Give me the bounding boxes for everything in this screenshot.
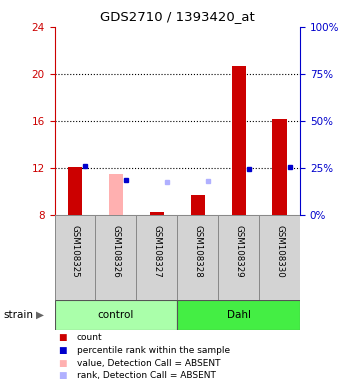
Bar [232, 66, 246, 215]
Bar [68, 167, 82, 215]
Bar [55, 215, 95, 300]
Text: GSM108326: GSM108326 [112, 225, 120, 278]
Text: Dahl: Dahl [227, 310, 251, 320]
Text: strain: strain [3, 310, 33, 320]
Bar [150, 212, 164, 215]
Bar [95, 215, 136, 300]
Bar [109, 174, 123, 215]
Text: percentile rank within the sample: percentile rank within the sample [77, 346, 230, 355]
Bar [55, 300, 177, 330]
Text: rank, Detection Call = ABSENT: rank, Detection Call = ABSENT [77, 371, 216, 381]
Text: ■: ■ [58, 359, 66, 368]
Text: GSM108330: GSM108330 [275, 225, 284, 278]
Text: ■: ■ [58, 346, 66, 355]
Bar [177, 300, 300, 330]
Text: GSM108327: GSM108327 [152, 225, 161, 278]
Bar [177, 215, 218, 300]
Bar [136, 215, 177, 300]
Text: value, Detection Call = ABSENT: value, Detection Call = ABSENT [77, 359, 220, 368]
Bar [218, 215, 259, 300]
Text: control: control [98, 310, 134, 320]
Bar [272, 119, 287, 215]
Text: ■: ■ [58, 333, 66, 343]
Text: count: count [77, 333, 102, 343]
Text: GSM108325: GSM108325 [71, 225, 79, 278]
Text: ▶: ▶ [36, 310, 44, 320]
Bar [191, 195, 205, 215]
Text: GDS2710 / 1393420_at: GDS2710 / 1393420_at [100, 10, 255, 23]
Text: GSM108328: GSM108328 [193, 225, 202, 278]
Text: GSM108329: GSM108329 [234, 225, 243, 278]
Text: ■: ■ [58, 371, 66, 381]
Bar [259, 215, 300, 300]
